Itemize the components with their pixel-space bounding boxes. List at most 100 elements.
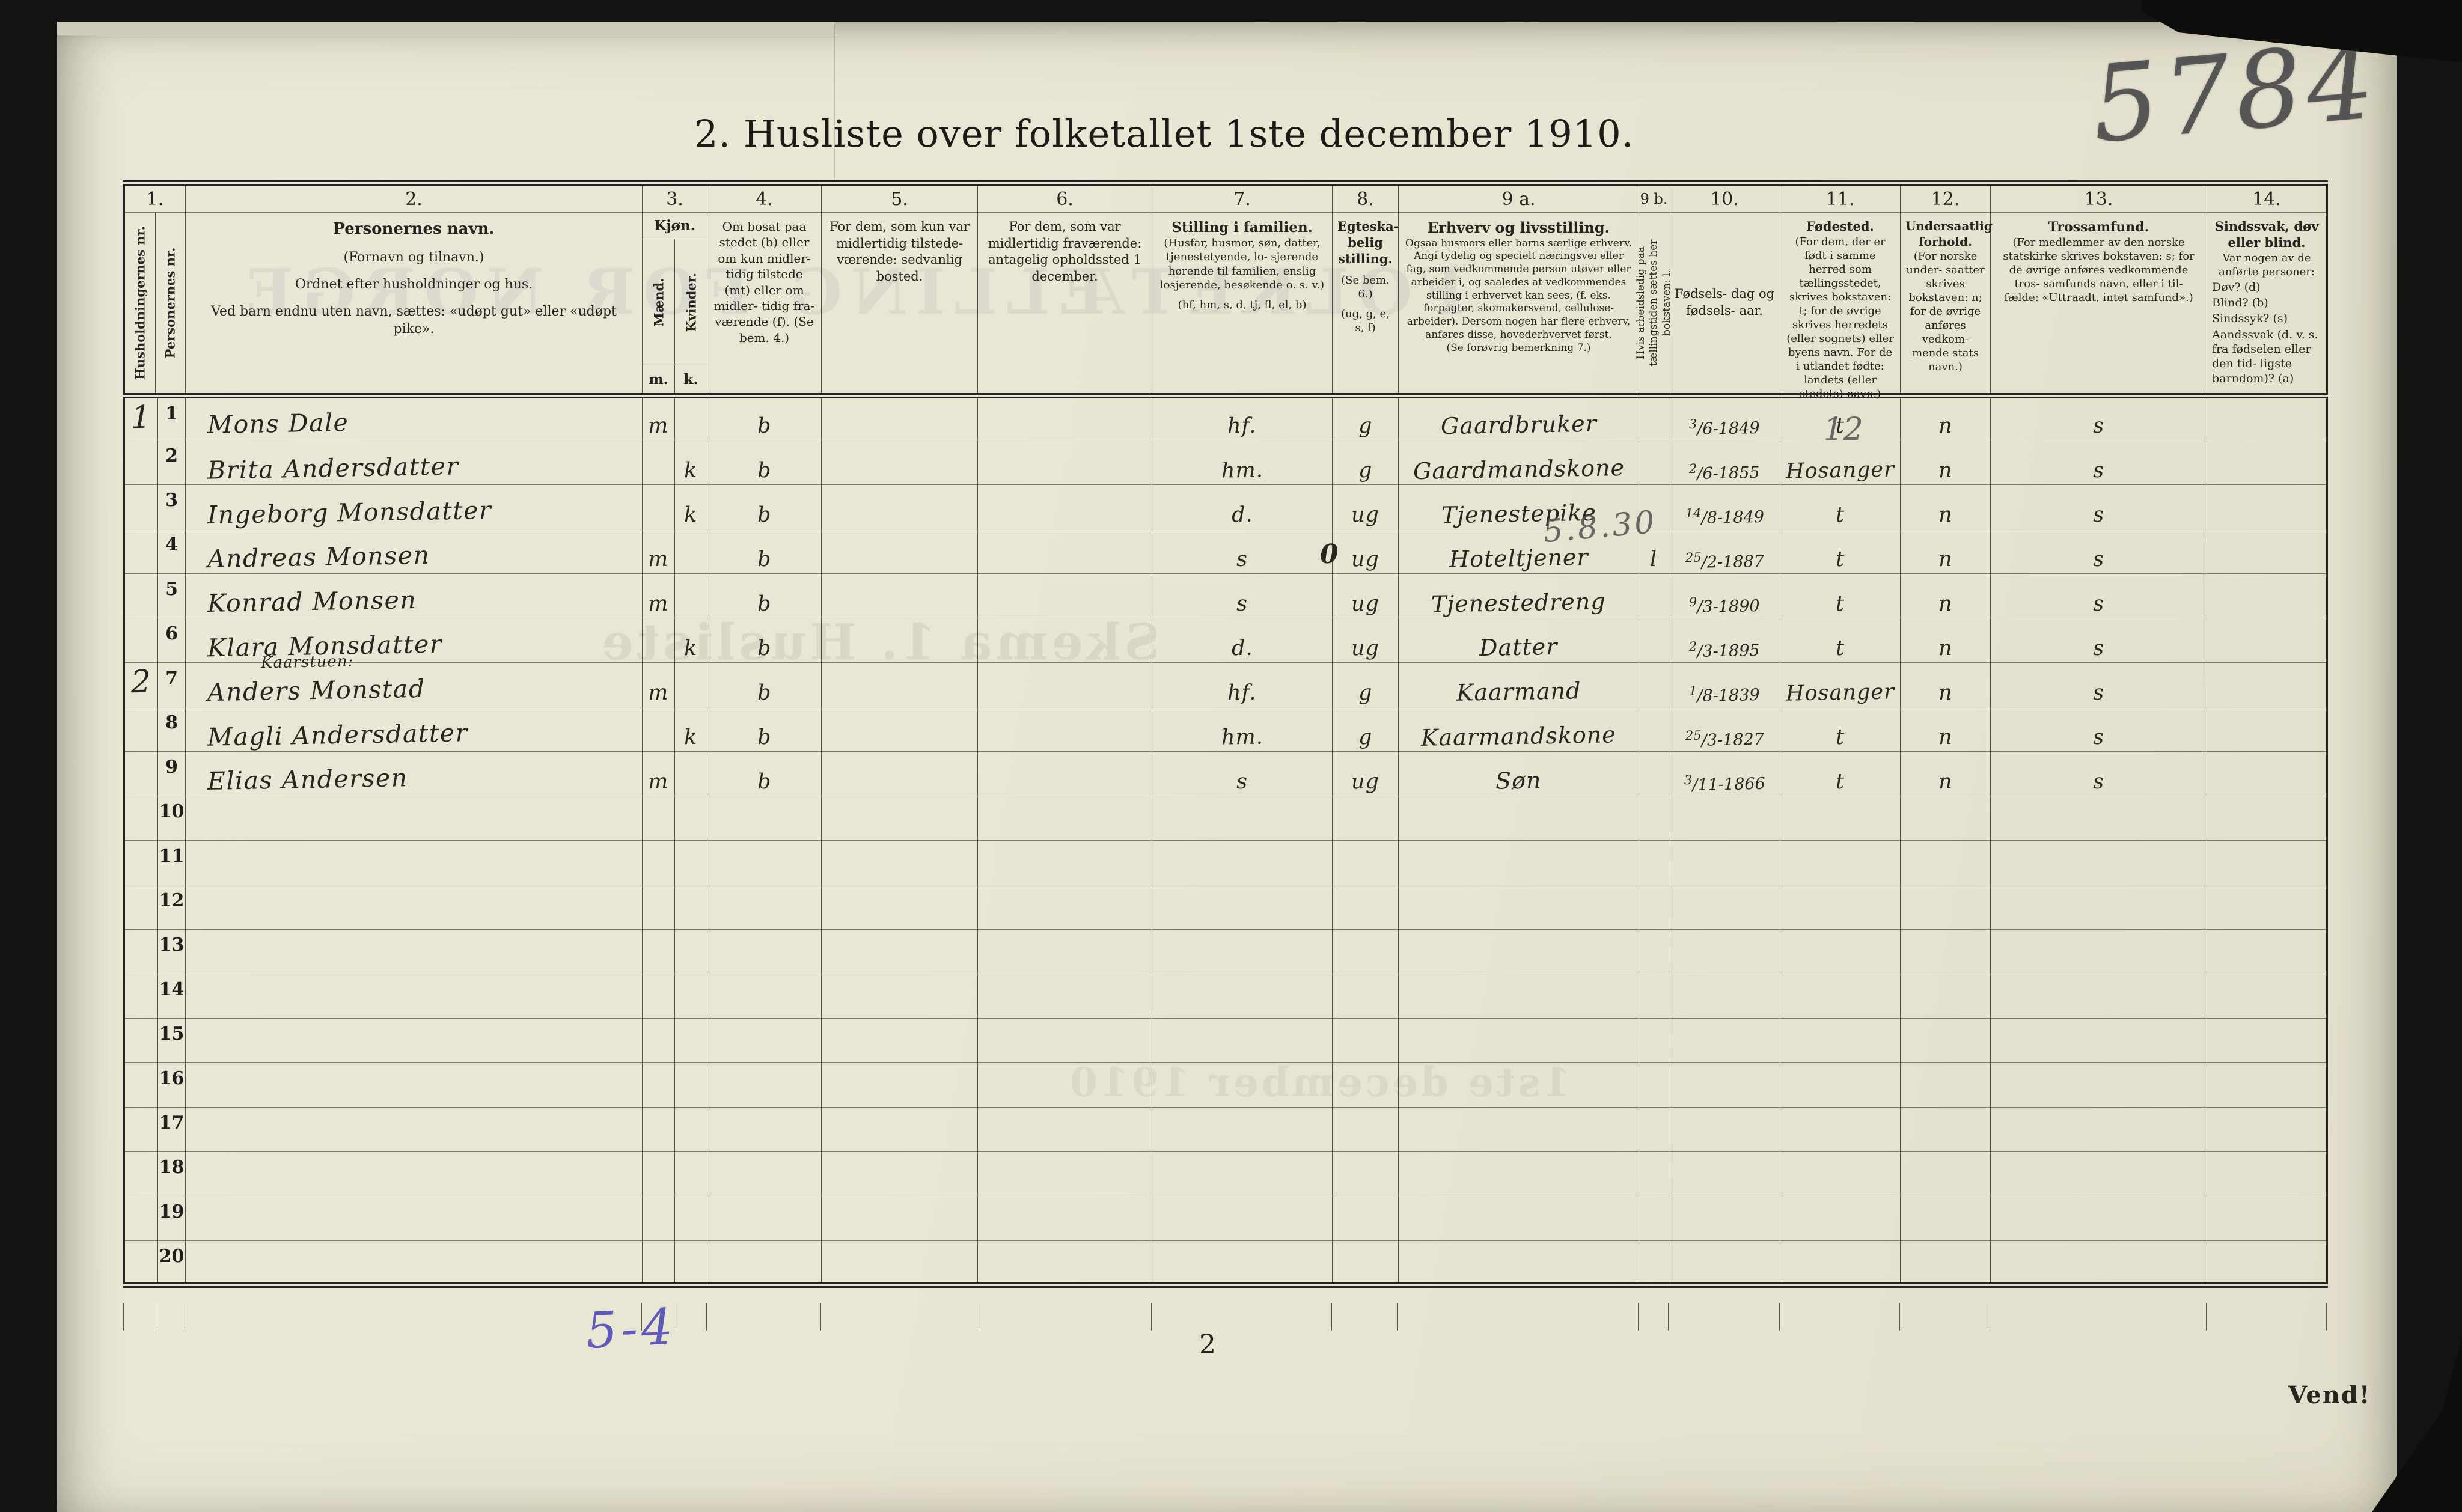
cell-egteskab <box>1332 796 1399 841</box>
cell-c6 <box>977 1151 1153 1196</box>
cell-c14 <box>2207 796 2328 841</box>
cell-arbeidsledig: l <box>1639 529 1670 574</box>
cell-k <box>674 974 708 1019</box>
cell-c5 <box>821 662 979 707</box>
page-title: 2. Husliste over folketallet 1ste decemb… <box>694 112 1634 156</box>
cell-c5 <box>821 573 979 618</box>
cell-undersaat <box>1900 1107 1991 1152</box>
column-header-12: 12. Undersaatlig forhold. (For norske un… <box>1900 183 1993 398</box>
cell-nr: 11 <box>157 840 186 885</box>
cell-c6 <box>977 395 1153 440</box>
cell-k <box>674 1062 708 1108</box>
cell-fodested: t <box>1780 529 1901 574</box>
cell-navn: Brita Andersdatter <box>185 440 643 485</box>
cell-husholdning <box>124 840 158 885</box>
cell-fodt <box>1669 885 1781 930</box>
cell-k <box>674 751 708 796</box>
cell-c5 <box>821 929 979 974</box>
cell-undersaat <box>1900 974 1991 1019</box>
cell-fodested <box>1780 796 1901 841</box>
cell-husholdning <box>124 618 158 663</box>
cell-bosat <box>707 1151 822 1196</box>
cell-navn <box>185 885 643 930</box>
cell-m <box>642 484 675 529</box>
cell-k: k <box>674 484 708 529</box>
cell-arbeidsledig <box>1639 751 1670 796</box>
citizenship-text: (For norske under- saatter skrives bokst… <box>1906 250 1985 374</box>
cell-c6 <box>977 1107 1153 1152</box>
cell-egteskab: ug <box>1332 618 1399 663</box>
cell-c6 <box>977 840 1153 885</box>
column-number: 14. <box>2207 186 2327 213</box>
cell-fodested: t <box>1780 395 1901 440</box>
cell-fodested <box>1780 1018 1901 1063</box>
cell-fodt <box>1669 974 1781 1019</box>
cell-erhverv <box>1398 1107 1640 1152</box>
cell-navn: Klara Monsdatter <box>185 618 643 663</box>
pencil-note-blue: 5-4 <box>584 1298 678 1360</box>
cell-navn <box>185 1062 643 1108</box>
cell-fodt: 3/11-1866 <box>1669 751 1781 796</box>
cell-c5 <box>821 840 979 885</box>
cell-c14 <box>2207 1062 2328 1108</box>
cell-undersaat <box>1900 796 1991 841</box>
cell-stilling <box>1152 1196 1333 1241</box>
cell-husholdning <box>124 1151 158 1196</box>
cell-k: k <box>674 440 708 485</box>
cell-fodested: t <box>1780 707 1901 752</box>
cell-husholdning <box>124 929 158 974</box>
cell-egteskab: g <box>1332 395 1399 440</box>
cell-nr: 20 <box>157 1240 186 1285</box>
cell-stilling <box>1152 1018 1333 1063</box>
cell-fodested <box>1780 840 1901 885</box>
column-header-10: 10. Fødsels- dag og fødsels- aar. <box>1669 183 1781 398</box>
cell-stilling: hm. <box>1152 707 1333 752</box>
cell-bosat: b <box>707 662 822 707</box>
cell-k <box>674 1107 708 1152</box>
disability-item: Sindssyk? (s) <box>2212 312 2288 326</box>
cell-c14 <box>2207 1107 2328 1152</box>
cell-m <box>642 885 675 930</box>
cell-c5 <box>821 618 979 663</box>
cell-arbeidsledig <box>1639 1062 1670 1108</box>
cell-bosat: b <box>707 618 822 663</box>
cell-navn: Mons Dale <box>185 395 643 440</box>
cell-erhverv: Gaardmandskone <box>1398 440 1640 485</box>
cell-stilling <box>1152 974 1333 1019</box>
cell-nr: 2 <box>157 440 186 485</box>
table-row: 2 Brita Andersdatter k b hm. g Gaardmandskone 2… <box>124 412 2328 485</box>
cell-fodt <box>1669 929 1781 974</box>
cell-nr: 5 <box>157 573 186 618</box>
cell-navn <box>185 1018 643 1063</box>
cell-fodt <box>1669 1151 1781 1196</box>
table-row: 1 1 Mons Dale m b hf. g Gaardbruker 3/6-1849 t n s <box>124 395 2328 440</box>
cell-nr: 3 <box>157 484 186 529</box>
cell-stilling <box>1152 840 1333 885</box>
cell-navn <box>185 840 643 885</box>
column-number: 9 b. <box>1639 186 1669 213</box>
column-number: 9 a. <box>1399 186 1639 213</box>
cell-navn <box>185 1151 643 1196</box>
cell-arbeidsledig <box>1639 662 1670 707</box>
cell-navn: Konrad Monsen <box>185 573 643 618</box>
cell-k <box>674 840 708 885</box>
cell-erhverv <box>1398 1062 1640 1108</box>
cell-navn <box>185 974 643 1019</box>
cell-tros: s <box>1990 440 2208 485</box>
cell-stilling <box>1152 796 1333 841</box>
cell-fodested <box>1780 1240 1901 1285</box>
cell-egteskab <box>1332 974 1399 1019</box>
cell-egteskab <box>1332 1151 1399 1196</box>
cell-undersaat: n <box>1900 618 1991 663</box>
column-number: 7. <box>1152 186 1333 213</box>
table-row: 5 Konrad Monsen m b s ug Tjenestedreng 9/3-1890… <box>124 573 2328 618</box>
cell-navn: Andreas Monsen <box>185 529 643 574</box>
table-row: 6 Klara Monsdatter k b d. ug Datter 2/3-1895 t n s <box>124 618 2328 663</box>
cell-stilling: hm. <box>1152 440 1333 485</box>
column-line-stub <box>1668 1303 1669 1331</box>
cell-bosat: b <box>707 484 822 529</box>
cell-husholdning <box>124 1018 158 1063</box>
cell-husholdning <box>124 1062 158 1108</box>
cell-arbeidsledig <box>1639 885 1670 930</box>
